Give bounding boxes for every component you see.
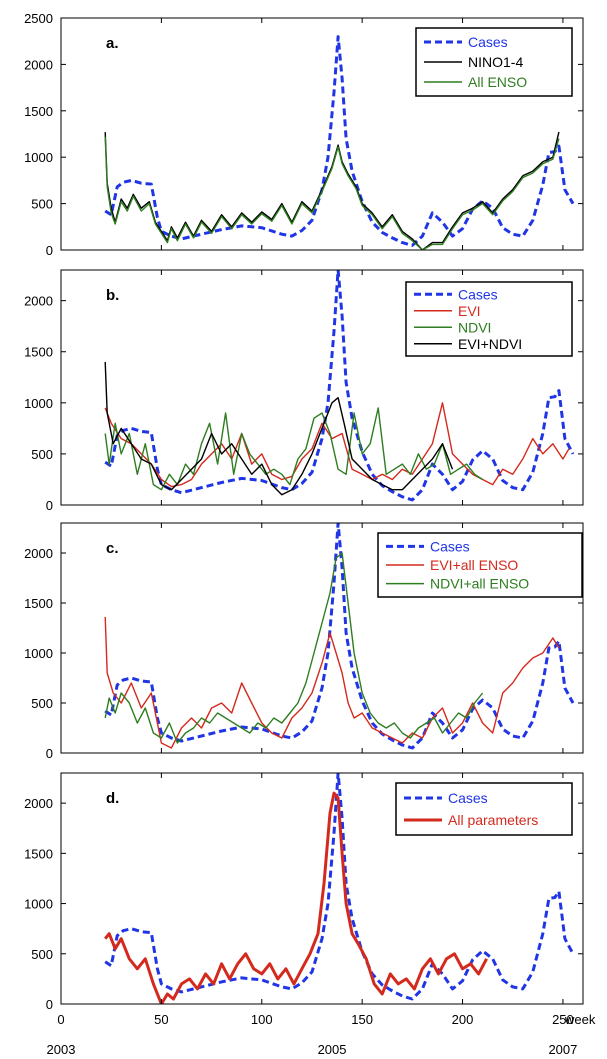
legend-label: EVI (458, 303, 481, 319)
legend-box (395, 782, 573, 836)
panel-label: b. (106, 287, 119, 304)
y-tick-label: 500 (31, 197, 53, 212)
series-line-2 (104, 402, 570, 488)
x-tick-label: 0 (57, 1012, 64, 1027)
panel-label: c. (106, 540, 119, 557)
y-tick-label: 2000 (24, 294, 53, 309)
legend-label: All ENSO (468, 74, 527, 90)
year-label: 2005 (318, 1042, 347, 1057)
x-axis-label: week (564, 1012, 596, 1027)
year-label: 2003 (47, 1042, 76, 1057)
year-label: 2007 (548, 1042, 577, 1057)
y-tick-label: 1500 (24, 596, 53, 611)
series-line-2 (104, 791, 488, 1004)
y-tick-label: 1000 (24, 150, 53, 165)
legend-label: Cases (430, 538, 470, 554)
panel-label: a. (106, 35, 119, 52)
panel-frame (60, 772, 584, 1005)
series-line-3 (104, 136, 560, 250)
panel-1: 0 500 1000 1500 2000 2500 a. Cases NINO1-4 All EN… (24, 11, 584, 258)
legend-label: NINO1-4 (468, 54, 523, 70)
panel-3: 0 500 1000 1500 2000 c. Cases EVI+all ENSO NDVI+… (24, 522, 584, 761)
panel-frame (60, 269, 584, 506)
x-tick-label: 200 (452, 1012, 474, 1027)
legend-label: Cases (448, 790, 488, 806)
series-line-2 (104, 616, 560, 749)
y-tick-label: 1500 (24, 104, 53, 119)
y-tick-label: 500 (31, 947, 53, 962)
series-line-1 (104, 523, 575, 750)
legend-label: NDVI (458, 319, 491, 335)
y-tick-label: 2500 (24, 11, 53, 26)
legend-label: NDVI+all ENSO (430, 576, 529, 592)
x-tick-label: 50 (154, 1012, 168, 1027)
y-tick-label: 2000 (24, 57, 53, 72)
panel-frame (60, 17, 584, 251)
legend: Cases NINO1-4 All ENSO (415, 27, 573, 97)
legend-label: Cases (458, 286, 498, 302)
y-tick-label: 2000 (24, 796, 53, 811)
y-tick-label: 0 (46, 997, 53, 1012)
y-tick-label: 1000 (24, 646, 53, 661)
series-line-3 (104, 552, 484, 744)
x-tick-label: 250 (552, 1012, 574, 1027)
y-tick-label: 0 (46, 243, 53, 258)
y-tick-label: 1500 (24, 846, 53, 861)
y-tick-label: 2000 (24, 546, 53, 561)
y-tick-label: 1000 (24, 396, 53, 411)
y-tick-label: 500 (31, 447, 53, 462)
legend-label: Cases (468, 34, 508, 50)
series-line-3 (104, 407, 483, 491)
series-line-1 (104, 270, 575, 502)
panel-label: d. (106, 790, 119, 807)
series-line-1 (104, 773, 575, 1001)
legend-label: EVI+NDVI (458, 336, 522, 352)
y-tick-label: 0 (46, 498, 53, 513)
x-tick-label: 100 (251, 1012, 273, 1027)
y-tick-label: 1000 (24, 897, 53, 912)
series-line-1 (104, 35, 575, 247)
y-tick-label: 1500 (24, 345, 53, 360)
legend-label: EVI+all ENSO (430, 557, 518, 573)
legend: Cases EVI+all ENSO NDVI+all ENSO (377, 532, 583, 598)
x-tick-label: 150 (351, 1012, 373, 1027)
y-tick-label: 0 (46, 746, 53, 761)
panel-frame (60, 522, 584, 754)
legend: Cases All parameters (395, 782, 573, 836)
y-tick-label: 500 (31, 696, 53, 711)
series-line-4 (104, 361, 454, 496)
legend-label: All parameters (448, 812, 538, 828)
